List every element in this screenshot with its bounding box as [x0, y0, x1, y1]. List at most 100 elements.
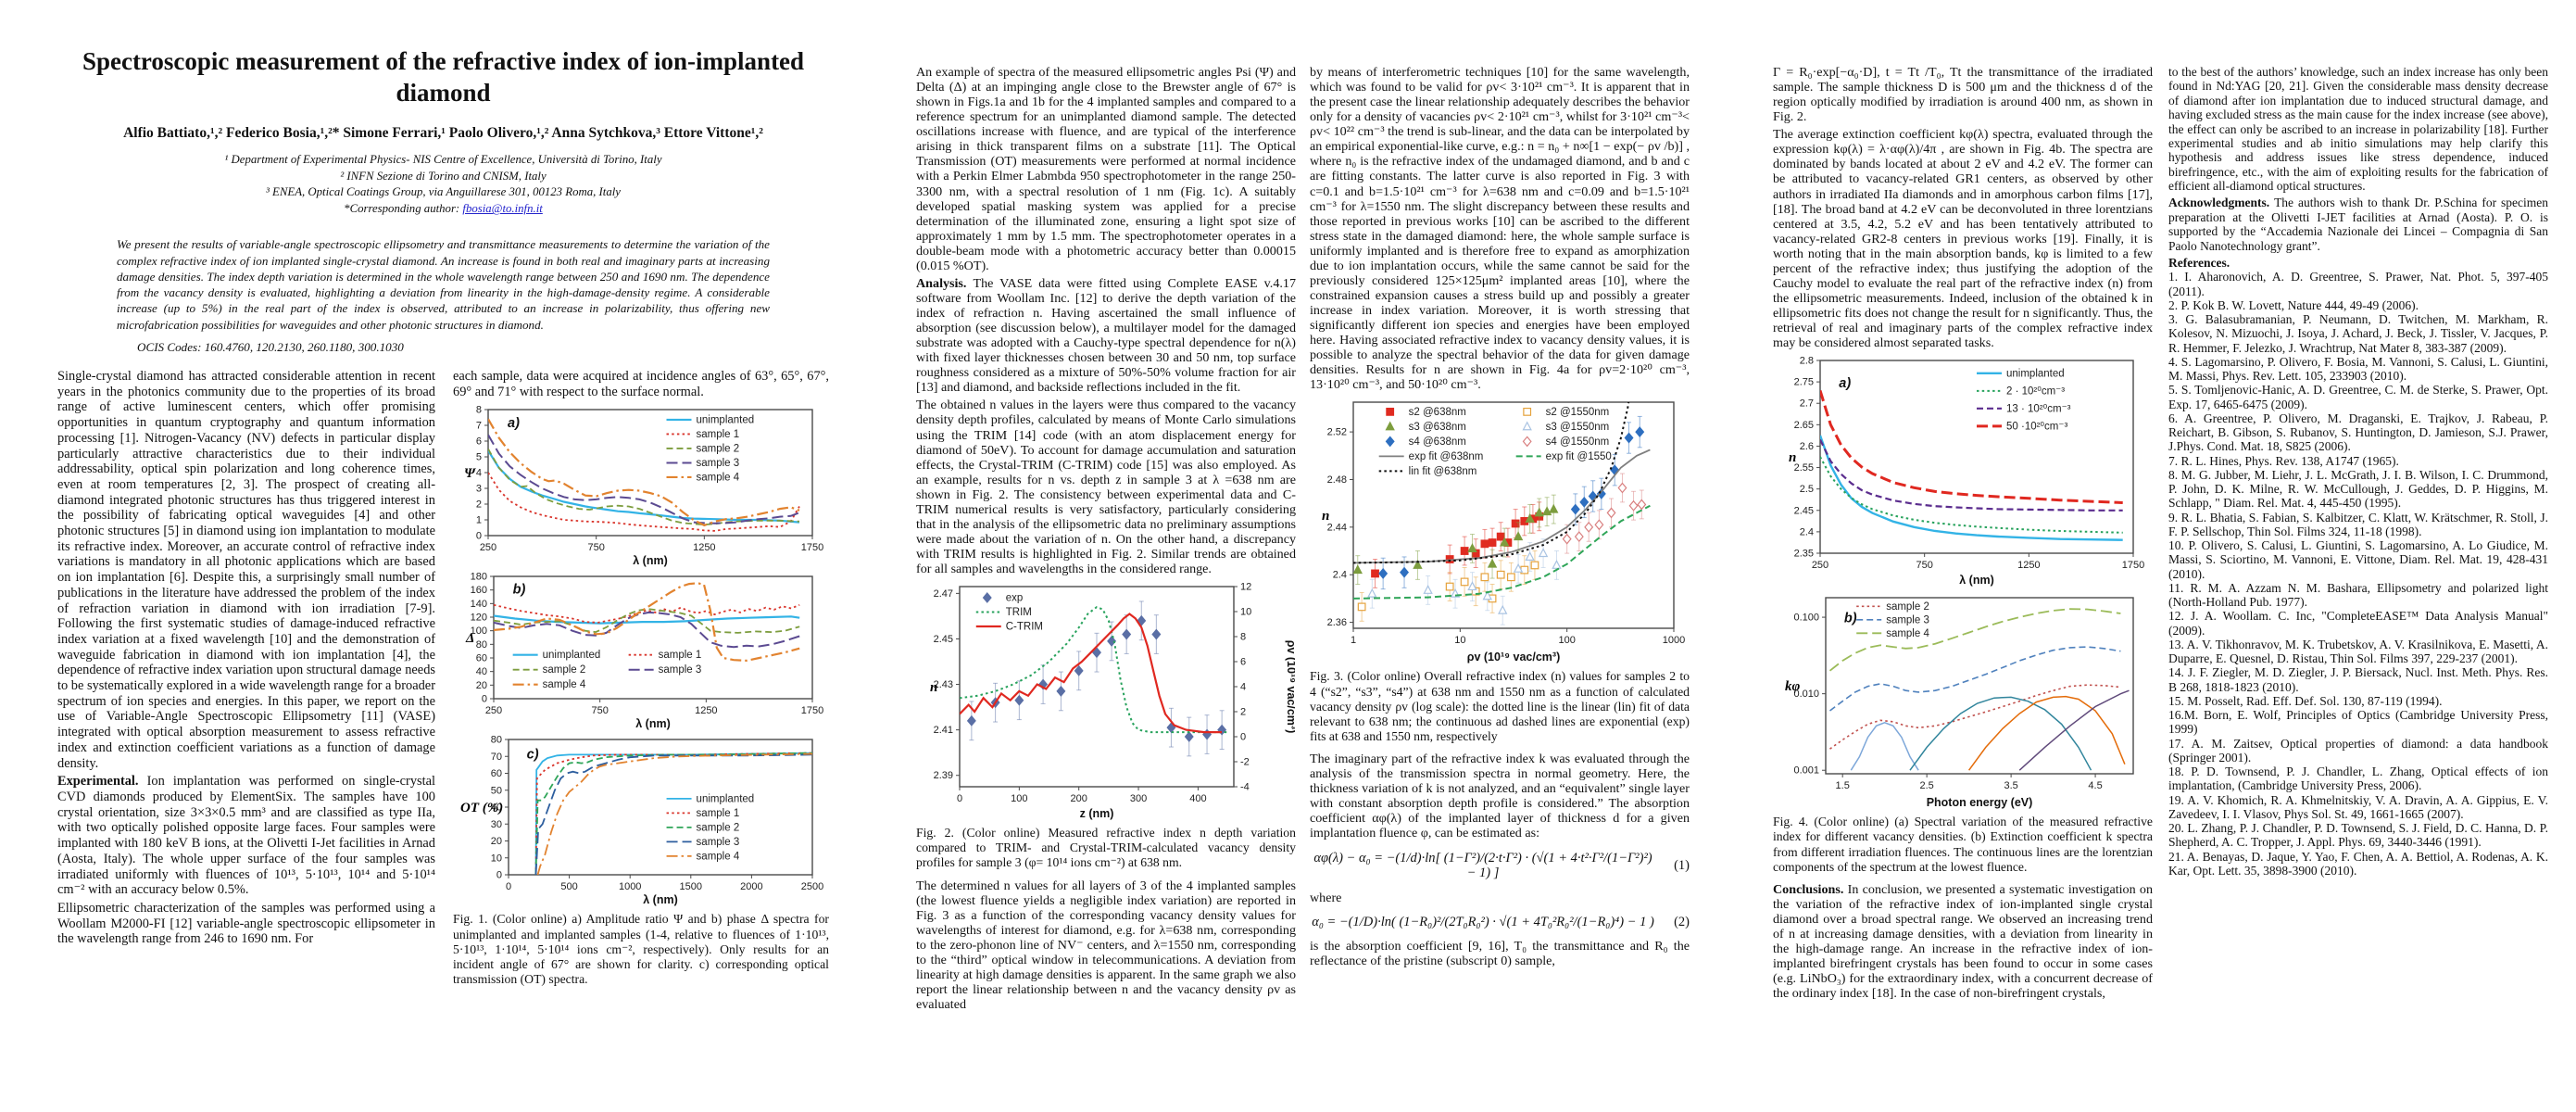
- column-4: by means of interferometric techniques […: [1310, 65, 1690, 971]
- svg-text:0: 0: [496, 870, 502, 881]
- svg-text:1500: 1500: [680, 881, 702, 892]
- svg-text:b): b): [1844, 612, 1857, 626]
- affiliations: ¹ Department of Experimental Physics- NI…: [57, 152, 829, 202]
- svg-text:20: 20: [476, 680, 487, 691]
- svg-text:sample 2: sample 2: [697, 444, 740, 455]
- svg-text:1750: 1750: [801, 705, 823, 716]
- svg-text:4: 4: [1240, 682, 1246, 693]
- equation: α₀ = −(1/D)·ln( (1−R₀)²/(2T₀R₀²) · √(1 +…: [1310, 915, 1690, 930]
- paragraph: The obtained n values in the layers were…: [916, 398, 1296, 577]
- svg-text:70: 70: [491, 752, 502, 763]
- svg-text:Δ: Δ: [465, 631, 474, 646]
- svg-text:2500: 2500: [801, 881, 823, 892]
- svg-text:50 ·10²⁰cm⁻³: 50 ·10²⁰cm⁻³: [2006, 422, 2067, 433]
- svg-text:0: 0: [1240, 732, 1246, 743]
- svg-text:sample 3: sample 3: [1886, 614, 1929, 626]
- reference-item: 9. R. L. Bhatia, S. Fabian, S. Kalbitzer…: [2168, 510, 2548, 538]
- svg-text:1000: 1000: [1663, 635, 1685, 646]
- svg-text:a): a): [508, 416, 520, 431]
- svg-text:2.36: 2.36: [1327, 617, 1347, 628]
- reference-item: 10. P. Olivero, S. Calusi, L. Giuntini, …: [2168, 538, 2548, 581]
- corresponding-prefix: *Corresponding author:: [344, 202, 463, 216]
- svg-text:s4 @638nm: s4 @638nm: [1409, 436, 1466, 448]
- paragraph: Experimental. Ion implantation was perfo…: [57, 774, 435, 898]
- reference-item: 16.M. Born, E. Wolf, Principles of Optic…: [2168, 708, 2548, 737]
- svg-text:exp fit @638nm: exp fit @638nm: [1409, 451, 1484, 462]
- svg-text:100: 100: [471, 626, 487, 638]
- svg-text:s2 @1550nm: s2 @1550nm: [1546, 407, 1610, 418]
- svg-text:2.44: 2.44: [1327, 523, 1347, 534]
- fig4a-figure: 250 750 1250 1750 2.35 2.4 2.45 2.5 2.55 2.6 2.65 2…: [1773, 353, 2153, 588]
- svg-text:2.41: 2.41: [934, 725, 953, 736]
- paragraph: is the absorption coefficient [9, 16], T…: [1310, 939, 1690, 969]
- svg-text:ρv (10¹⁹ vac/cm³): ρv (10¹⁹ vac/cm³): [1467, 651, 1561, 663]
- svg-text:2.8: 2.8: [1800, 356, 1814, 367]
- svg-text:2.6: 2.6: [1800, 441, 1814, 452]
- svg-text:100: 100: [1011, 793, 1027, 804]
- svg-text:4: 4: [476, 468, 482, 479]
- svg-text:6: 6: [1240, 657, 1246, 668]
- svg-text:unimplanted: unimplanted: [543, 651, 601, 662]
- fig3-chart: 1 10 100 1000 2.36 2.4 2.44 2.48 2.52 ρv (10¹⁹ va…: [1322, 401, 1685, 663]
- svg-text:-2: -2: [1240, 757, 1250, 768]
- reference-item: 17. A. M. Zaitsev, Optical properties of…: [2168, 736, 2548, 764]
- reference-item: 12. J. A. Woollam. C. Inc, "CompleteEASE…: [2168, 609, 2548, 638]
- svg-text:500: 500: [560, 881, 577, 892]
- reference-item: 11. R. M. A. Azzam N. M. Bashara, Ellips…: [2168, 580, 2548, 609]
- svg-text:2000: 2000: [740, 881, 762, 892]
- affiliation: ³ ENEA, Optical Coatings Group, via Angu…: [266, 185, 621, 199]
- fig1c-chart: 0 500 1000 1500 2000 2500 0 10 20 30 40 50 60 70 80 λ (…: [460, 735, 823, 907]
- affiliation: ² INFN Sezione di Torino and CNISM, Ital…: [340, 169, 547, 183]
- abstract: We present the results of variable-angle…: [117, 237, 770, 332]
- svg-text:160: 160: [471, 586, 487, 597]
- paragraph: Γ = R₀·exp[−α₀·D], t = Tt /T₀, Tt the tr…: [1773, 65, 2153, 125]
- svg-text:40: 40: [491, 802, 502, 814]
- svg-text:0: 0: [957, 793, 962, 804]
- svg-text:2: 2: [1240, 707, 1246, 718]
- svg-text:sample 2: sample 2: [697, 823, 740, 834]
- svg-text:s2 @638nm: s2 @638nm: [1409, 407, 1466, 418]
- svg-text:0: 0: [476, 531, 482, 542]
- svg-text:1: 1: [1351, 635, 1356, 646]
- paragraph: References.: [2168, 255, 2230, 270]
- svg-text:140: 140: [471, 599, 487, 610]
- svg-text:sample 3: sample 3: [659, 665, 702, 676]
- corresponding-email-link[interactable]: fbosia@to.infn.it: [462, 202, 543, 216]
- svg-text:1250: 1250: [693, 542, 715, 553]
- svg-text:s4 @1550nm: s4 @1550nm: [1546, 436, 1610, 448]
- reference-item: 20. L. Zhang, P. J. Chandler, P. D. Town…: [2168, 821, 2548, 850]
- svg-text:50: 50: [491, 786, 502, 797]
- svg-text:0.010: 0.010: [1793, 689, 1819, 700]
- svg-text:2.55: 2.55: [1794, 462, 1814, 474]
- svg-text:100: 100: [1558, 635, 1575, 646]
- paragraph: to the best of the authors’ knowledge, s…: [2168, 65, 2548, 193]
- svg-text:2.5: 2.5: [1920, 780, 1934, 791]
- reference-item: 15. M. Posselt, Rad. Eff. Def. Sol. 130,…: [2168, 693, 2443, 708]
- svg-text:1750: 1750: [801, 542, 823, 553]
- reference-item: 18. P. D. Townsend, P. J. Chandler, L. Z…: [2168, 764, 2548, 793]
- svg-text:750: 750: [1916, 560, 1932, 571]
- svg-text:1000: 1000: [619, 881, 641, 892]
- svg-text:200: 200: [1071, 793, 1087, 804]
- svg-text:7: 7: [476, 421, 482, 432]
- svg-text:sample 4: sample 4: [697, 473, 740, 484]
- svg-text:250: 250: [485, 705, 502, 716]
- svg-text:10: 10: [1454, 635, 1465, 646]
- column-5: Γ = R₀·exp[−α₀·D], t = Tt /T₀, Tt the tr…: [1773, 65, 2153, 1004]
- svg-text:80: 80: [476, 639, 487, 651]
- svg-text:2 · 10²⁰cm⁻³: 2 · 10²⁰cm⁻³: [2006, 386, 2065, 398]
- svg-text:ρv (10¹⁹ vac/cm³): ρv (10¹⁹ vac/cm³): [1285, 640, 1295, 734]
- svg-text:1750: 1750: [2122, 560, 2144, 571]
- paragraph: Ellipsometric characterization of the sa…: [57, 900, 435, 947]
- fig2-chart: 0 100 200 300 400 2.39 2.41 2.43 2.45 2.47 -4 -2 0 2 4…: [930, 582, 1295, 821]
- column-2: each sample, data were acquired at incid…: [453, 369, 829, 994]
- reference-item: 19. A. V. Khomich, R. A. Khmelnitskiy, V…: [2168, 792, 2548, 821]
- ocis-codes: OCIS Codes: 160.4760, 120.2130, 260.1180…: [137, 339, 404, 354]
- reference-item: 14. J. F. Ziegler, M. D. Ziegler, J. P. …: [2168, 665, 2548, 694]
- paragraph: The determined n values for all layers o…: [916, 878, 1296, 1013]
- paragraph: where: [1310, 890, 1342, 905]
- svg-text:4.5: 4.5: [2088, 780, 2102, 791]
- paragraph: by means of interferometric techniques […: [1310, 65, 1690, 393]
